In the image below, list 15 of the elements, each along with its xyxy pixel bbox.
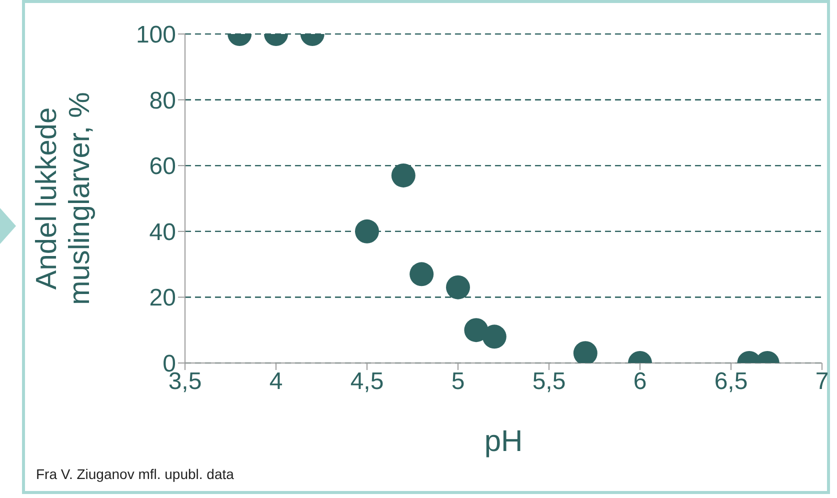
x-tick-label: 6 [633, 368, 647, 396]
y-tick-label: 80 [149, 87, 176, 114]
y-tick-label: 20 [149, 284, 176, 312]
x-tick-label: 4 [269, 368, 283, 396]
y-tick-label: 100 [136, 22, 176, 49]
y-tick-label: 60 [149, 153, 176, 180]
y-axis-title: Andel lukkede muslinglarver, % [31, 92, 96, 305]
x-tick-label: 6,5 [714, 368, 748, 396]
y-tick-label: 40 [149, 218, 176, 246]
x-tick-label: 7 [815, 368, 829, 396]
x-tick-label: 5 [451, 368, 465, 396]
x-tick-label: 5,5 [532, 368, 566, 396]
x-axis-title: pH [484, 425, 523, 458]
text: Fra V. Ziuganov mfl. upubl. data [36, 466, 234, 482]
x-tick-label: 4,5 [350, 368, 384, 396]
